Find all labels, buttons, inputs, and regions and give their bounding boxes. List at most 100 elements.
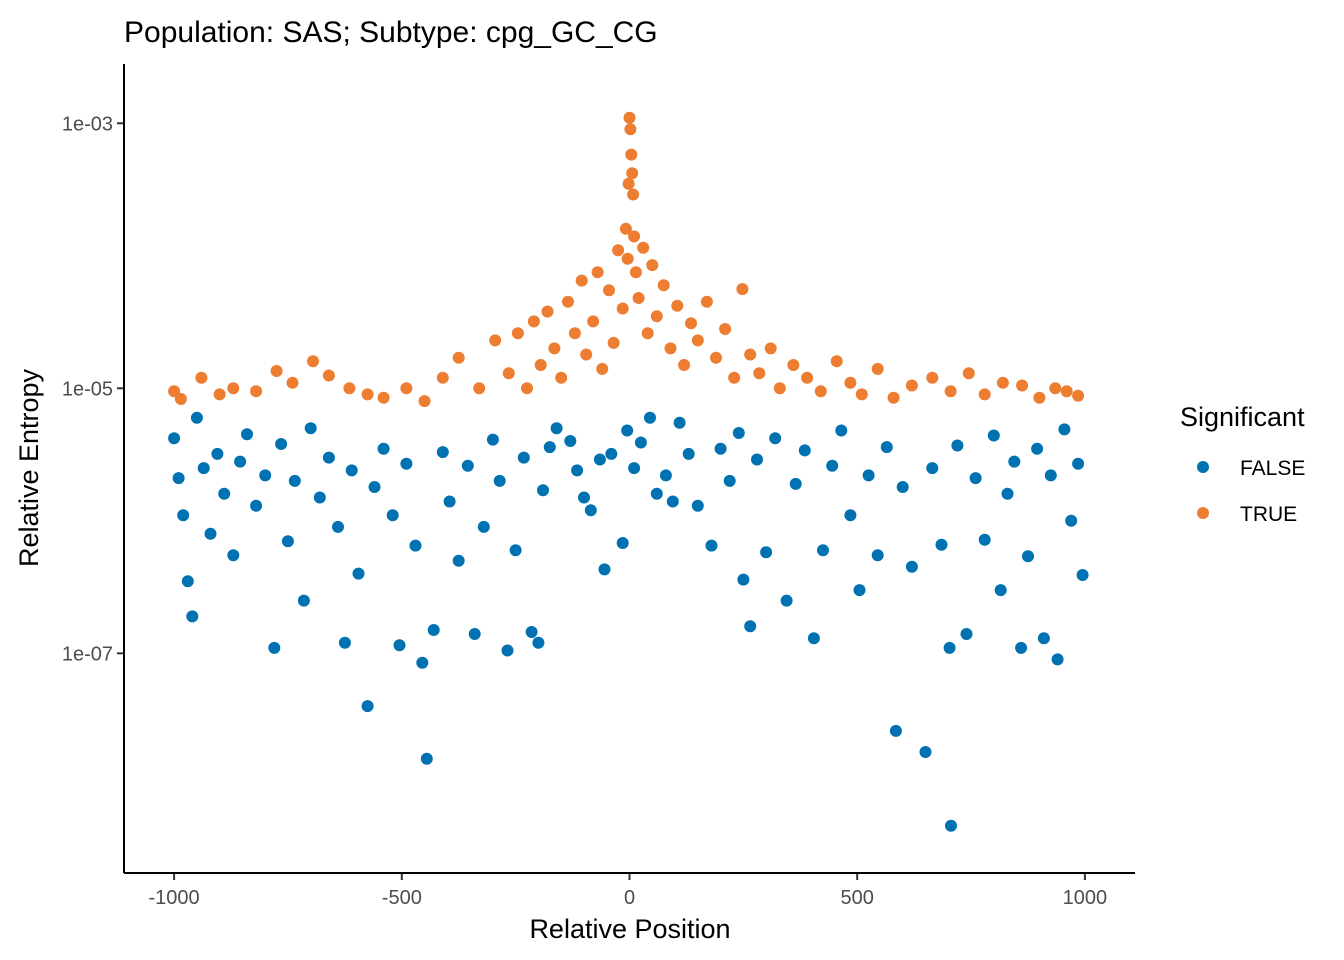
point-false [177,509,190,522]
point-false [181,575,194,588]
point-false [844,509,857,522]
legend-key-true [1197,507,1209,519]
point-true [685,317,697,330]
point-false [598,563,611,576]
point-true [213,388,226,401]
point-false [1051,653,1064,666]
point-false [1001,487,1014,500]
point-true [764,342,777,355]
point-true [632,292,645,304]
y-axis-title: Relative Entropy [14,368,44,567]
point-true [1033,391,1046,404]
point-false [987,429,1000,442]
point-false [386,509,399,522]
point-false [288,474,301,487]
point-true [944,385,957,398]
point-false [817,544,829,557]
point-true [787,359,800,371]
point-true [814,385,827,398]
point-true [962,367,975,380]
point-true [625,148,638,161]
point-false [532,636,545,649]
point-true [996,376,1009,389]
point-false [673,416,686,429]
point-true [1072,389,1085,402]
point-false [960,628,973,640]
point-true [753,367,766,380]
x-axis-title: Relative Position [529,914,730,944]
point-false [443,495,456,508]
point-false [486,433,499,446]
point-false [172,472,185,485]
point-false [393,639,406,652]
point-false [889,724,902,737]
point-false [634,436,647,449]
point-false [304,422,317,435]
point-false [332,520,344,533]
point-true [619,222,632,235]
point-true [744,348,757,361]
point-false [659,469,672,482]
point-true [1016,379,1029,392]
point-false [835,424,848,437]
point-true [887,391,900,404]
point-false [682,447,695,460]
point-false [1031,442,1044,455]
point-false [204,527,217,540]
x-tick-label: -500 [382,887,422,909]
point-false [616,537,629,549]
point-false [345,464,358,477]
point-false [190,411,203,424]
point-true [555,371,568,384]
point-true [596,362,609,375]
point-true [174,393,187,405]
point-false [211,447,224,460]
point-false [436,446,449,459]
point-false [250,499,263,512]
point-true [627,188,640,201]
point-false [461,459,474,472]
point-true [626,167,639,180]
point-false [943,641,956,654]
point-false [826,459,839,472]
point-false [338,636,351,649]
point-false [714,442,727,455]
point-true [580,348,593,361]
point-true [855,388,868,401]
point-true [473,382,486,395]
point-true [664,342,677,355]
point-false [621,424,634,437]
point-false [691,499,704,512]
point-true [844,376,857,389]
x-tick-label: 1000 [1063,887,1108,909]
x-tick-label: -1000 [149,887,200,909]
point-false [862,469,875,482]
point-false [945,819,957,832]
point-false [769,432,782,445]
point-true [657,279,670,292]
point-true [562,295,574,308]
point-false [571,464,584,477]
y-axis-ticks: 1e-03 1e-05 1e-07 [62,113,124,665]
point-true [343,382,356,395]
point-true [646,259,659,272]
y-tick-label: 1e-07 [62,643,113,665]
point-false [935,538,948,551]
point-false [605,447,618,460]
point-false [427,624,440,636]
point-false [468,628,481,640]
point-false [400,457,413,470]
point-true [728,371,741,384]
point-false [1058,423,1071,436]
chart-title: Population: SAS; Subtype: cpg_GC_CG [124,16,658,49]
x-tick-label: 0 [624,887,635,909]
point-true [502,367,515,380]
point-false [969,472,982,485]
point-true [452,351,465,364]
legend-label-true: TRUE [1240,503,1297,526]
point-false [1076,569,1089,581]
point-false [871,549,884,562]
point-false [501,644,514,657]
point-true [307,355,319,368]
y-tick-label: 1e-03 [62,113,113,135]
